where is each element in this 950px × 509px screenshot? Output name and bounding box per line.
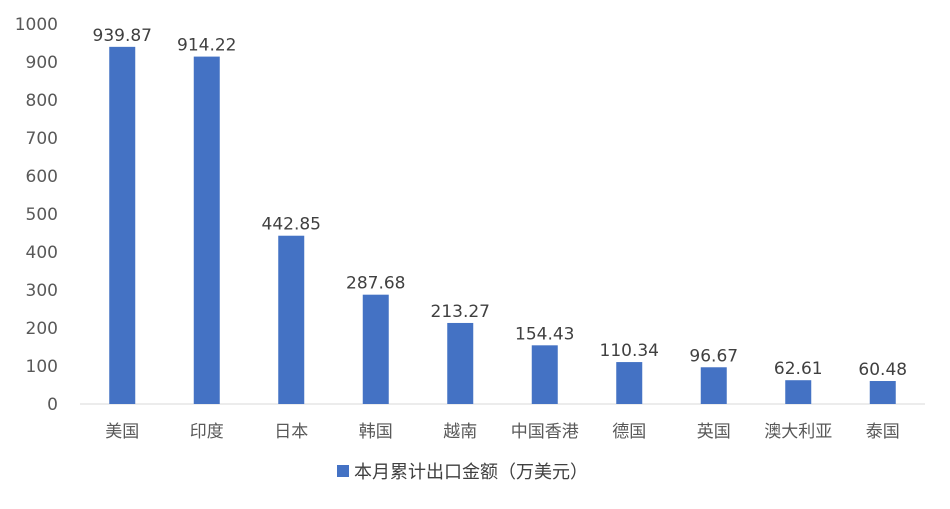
bar [785,380,812,404]
bar [362,294,389,404]
y-tick-label: 400 [26,243,58,263]
y-tick-label: 600 [26,167,58,187]
y-tick-label: 1000 [15,15,58,35]
bar [531,345,558,404]
data-label: 60.48 [858,360,907,380]
y-tick-label: 100 [26,357,58,377]
data-label: 154.43 [515,324,574,344]
x-tick-label: 印度 [190,422,224,442]
data-labels: 939.87 914.22 442.85 287.68 213.27 154.43 110.… [93,26,908,380]
y-tick-label: 500 [26,205,58,225]
y-tick-label: 300 [26,281,58,301]
y-tick-label: 700 [26,129,58,149]
bar [193,56,220,404]
legend: 本月累计出口金额（万美元） [337,462,588,483]
bar [447,322,474,404]
x-tick-label: 越南 [443,422,477,442]
x-tick-label: 澳大利亚 [764,422,832,442]
y-axis: 0 100 200 300 400 500 600 700 800 900 1000 [15,15,58,415]
x-tick-label: 中国香港 [511,422,579,442]
x-tick-label: 日本 [274,422,308,442]
x-tick-label: 德国 [612,422,646,442]
y-tick-label: 900 [26,53,58,73]
data-label: 110.34 [600,341,659,361]
bars [109,46,896,405]
x-tick-label: 英国 [697,422,731,442]
y-tick-label: 200 [26,319,58,339]
data-label: 287.68 [346,274,405,294]
y-tick-label: 0 [47,395,58,415]
data-label: 939.87 [93,26,152,46]
y-tick-label: 800 [26,91,58,111]
bar [700,367,727,404]
x-tick-label: 泰国 [866,422,900,442]
data-label: 914.22 [177,36,236,56]
legend-swatch [337,465,349,477]
data-label: 442.85 [262,215,321,235]
bar [278,235,305,404]
x-axis: 美国 印度 日本 韩国 越南 中国香港 德国 英国 澳大利亚 泰国 [105,422,900,442]
data-label: 62.61 [774,359,823,379]
legend-label: 本月累计出口金额（万美元） [354,462,588,483]
data-label: 96.67 [689,346,738,366]
x-tick-label: 美国 [105,422,139,442]
data-label: 213.27 [431,302,490,322]
bar [869,381,896,404]
x-tick-label: 韩国 [359,422,393,442]
bar [109,46,136,405]
bar [616,362,643,404]
